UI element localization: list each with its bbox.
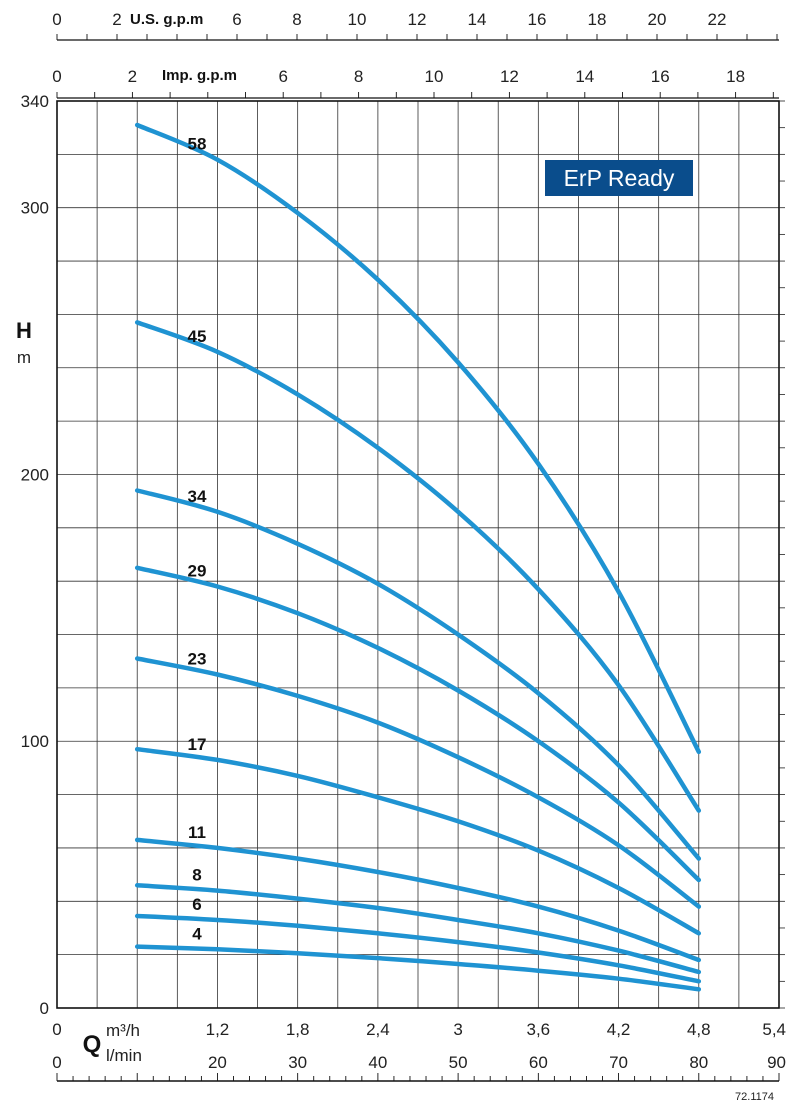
us-gpm-tick-label: 14 xyxy=(468,10,487,29)
x-axis-unit-m3h: m³/h xyxy=(106,1021,140,1040)
us-gpm-tick-label: 8 xyxy=(292,10,301,29)
curve-label-4: 4 xyxy=(192,924,202,943)
us-gpm-tick-label: 22 xyxy=(708,10,727,29)
y-tick-label: 300 xyxy=(21,199,49,218)
x-tick-label-m3h: 1,8 xyxy=(286,1020,310,1039)
x-tick-label-lmin: 0 xyxy=(52,1053,61,1072)
imp-gpm-tick-label: 18 xyxy=(726,67,745,86)
x-tick-label-lmin: 90 xyxy=(767,1053,786,1072)
us-gpm-tick-label: 12 xyxy=(408,10,427,29)
curve-label-23: 23 xyxy=(188,650,207,669)
y-tick-label: 0 xyxy=(40,999,49,1018)
x-tick-label-m3h: 4,8 xyxy=(687,1020,711,1039)
erp-ready-badge: ErP Ready xyxy=(545,160,693,196)
imp-gpm-tick-label: 0 xyxy=(52,67,61,86)
imp-gpm-tick-label: 14 xyxy=(575,67,594,86)
us-gpm-tick-label: 0 xyxy=(52,10,61,29)
us-gpm-label: U.S. g.p.m xyxy=(130,11,203,28)
curve-45 xyxy=(134,320,702,813)
us-gpm-tick-label: 18 xyxy=(588,10,607,29)
y-axis-unit: m xyxy=(17,348,31,367)
x-tick-label-m3h: 2,4 xyxy=(366,1020,390,1039)
curve-label-11: 11 xyxy=(188,823,206,842)
imp-gpm-tick-label: 6 xyxy=(278,67,287,86)
curve-label-8: 8 xyxy=(192,866,201,885)
performance-curves xyxy=(134,122,702,992)
x-tick-label-lmin: 20 xyxy=(208,1053,227,1072)
curve-11 xyxy=(134,837,702,963)
curve-4 xyxy=(134,944,702,992)
imp-gpm-tick-label: 2 xyxy=(128,67,137,86)
curve-label-58: 58 xyxy=(188,135,207,154)
x-tick-label-m3h: 4,2 xyxy=(607,1020,631,1039)
imp-gpm-label: Imp. g.p.m xyxy=(162,67,237,84)
imp-gpm-tick-label: 16 xyxy=(651,67,670,86)
us-gpm-tick-label: 2 xyxy=(112,10,121,29)
erp-ready-text: ErP Ready xyxy=(564,165,675,191)
curve-label-29: 29 xyxy=(188,562,207,581)
imp-gpm-tick-label: 10 xyxy=(425,67,444,86)
us-gpm-tick-label: 10 xyxy=(348,10,367,29)
x-tick-label-m3h: 5,4 xyxy=(762,1020,786,1039)
figure-reference: 72.1174 xyxy=(735,1091,774,1103)
curve-label-17: 17 xyxy=(188,735,207,754)
grid xyxy=(56,100,780,1009)
curve-label-34: 34 xyxy=(188,487,207,506)
x-tick-label-lmin: 50 xyxy=(449,1053,468,1072)
y-tick-label: 340 xyxy=(21,92,49,111)
imp-gpm-tick-label: 8 xyxy=(354,67,363,86)
x-tick-label-m3h: 3,6 xyxy=(527,1020,551,1039)
curve-label-45: 45 xyxy=(188,327,207,346)
curve-8 xyxy=(134,883,702,975)
y-axis-label: H xyxy=(16,318,32,343)
x-tick-label-m3h: 0 xyxy=(52,1020,61,1039)
x-tick-label-lmin: 60 xyxy=(529,1053,548,1072)
y-tick-label: 100 xyxy=(21,732,49,751)
x-tick-label-lmin: 30 xyxy=(288,1053,307,1072)
x-tick-label-lmin: 40 xyxy=(368,1053,387,1072)
x-axis-unit-lmin: l/min xyxy=(106,1046,142,1065)
us-gpm-tick-label: 20 xyxy=(648,10,667,29)
x-tick-label-m3h: 3 xyxy=(453,1020,462,1039)
us-gpm-tick-label: 6 xyxy=(232,10,241,29)
curve-23 xyxy=(134,656,702,909)
x-tick-label-m3h: 1,2 xyxy=(206,1020,230,1039)
curve-6 xyxy=(134,913,702,984)
us-gpm-tick-label: 16 xyxy=(528,10,547,29)
curve-29 xyxy=(134,565,702,883)
curve-labels: 58 45 34 29 23 17 11 8 6 4 xyxy=(188,135,207,944)
x-axis-label: Q xyxy=(83,1031,102,1058)
curve-34 xyxy=(134,488,702,861)
curve-label-6: 6 xyxy=(192,895,201,914)
curve-58 xyxy=(134,122,702,755)
imp-gpm-tick-label: 12 xyxy=(500,67,519,86)
curve-17 xyxy=(134,746,702,936)
y-tick-label: 200 xyxy=(21,465,49,484)
x-tick-label-lmin: 80 xyxy=(689,1053,708,1072)
x-tick-label-lmin: 70 xyxy=(609,1053,628,1072)
